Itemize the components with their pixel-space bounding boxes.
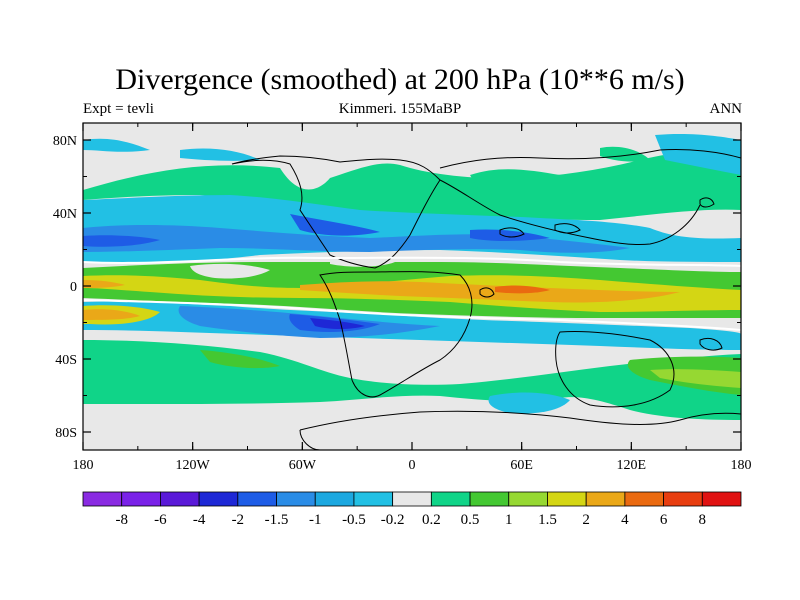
colorbar-label: -6	[154, 512, 167, 528]
colorbar-swatch	[237, 491, 277, 507]
contour-lines	[83, 256, 741, 331]
map-title: Divergence (smoothed) at 200 hPa (10**6 …	[115, 63, 685, 96]
coastlines	[231, 148, 741, 450]
colorbar-swatch	[121, 491, 161, 507]
contour-north-green-band	[83, 152, 741, 220]
coastline-south-america-africa	[319, 271, 473, 398]
colorbar-label: -2	[232, 512, 245, 528]
colorbar-label: -0.5	[342, 512, 366, 528]
colorbar-label: -0.2	[381, 512, 405, 528]
x-tick-label: 120E	[617, 458, 647, 473]
colorbar-label: 8	[699, 512, 707, 528]
colorbar-swatch	[160, 491, 200, 507]
colorbar-label: 0.2	[422, 512, 441, 528]
colorbar-swatch	[314, 491, 355, 507]
x-tick-label: 0	[409, 458, 416, 473]
y-tick-label: 40S	[55, 353, 77, 368]
colorbar-swatch	[624, 491, 664, 507]
contour-equator-red	[495, 285, 550, 294]
contour-south-pacific-orange	[83, 309, 140, 320]
experiment-label: Expt = tevli	[83, 101, 154, 117]
contour-south-yellowgreen	[650, 369, 741, 388]
colorbar-swatch	[663, 491, 703, 507]
y-axis: 80N 40N 0 40S 80S	[53, 134, 741, 441]
coastline-north-america	[231, 155, 441, 269]
colorbar-swatch	[547, 491, 587, 507]
colorbar-swatch	[430, 491, 471, 507]
contour-southern-ocean-cyan	[488, 392, 570, 414]
colorbar-swatch	[392, 491, 432, 507]
x-tick-label: 60W	[289, 458, 317, 473]
y-tick-label: 80N	[53, 134, 77, 149]
contour-north-core	[83, 214, 550, 247]
y-tick-label: 80S	[55, 426, 77, 441]
colorbar-label: 2	[582, 512, 590, 528]
contour-north-deep-blue	[83, 225, 630, 253]
contour-arctic-green	[470, 146, 650, 200]
contour-equator-orange	[83, 280, 680, 303]
colorbar-swatch	[198, 491, 239, 507]
colorbar-label: -1.5	[265, 512, 289, 528]
colorbar-swatch	[276, 491, 316, 507]
colorbar-swatch	[469, 491, 510, 507]
colorbar: -8 -6 -4 -2 -1.5 -1 -0.5 -0.2 0.2 0.5 1 1.5 2 4 6 8	[82, 491, 742, 528]
colorbar-label: 0.5	[461, 512, 480, 528]
colorbar-label: 6	[660, 512, 668, 528]
colorbar-swatch	[701, 491, 742, 507]
colorbar-swatch	[82, 491, 123, 507]
zero-contour-north	[83, 256, 741, 267]
colorbar-label: -1	[309, 512, 322, 528]
x-tick-label: 180	[731, 458, 752, 473]
coastline-islands	[479, 197, 723, 351]
colorbar-label: 1.5	[538, 512, 557, 528]
colorbar-label: 4	[621, 512, 629, 528]
x-tick-label: 120W	[176, 458, 211, 473]
colorbar-label: -4	[193, 512, 206, 528]
colorbar-swatch	[508, 491, 548, 507]
coastline-gondwana-east	[555, 330, 675, 408]
zero-contour-south	[83, 299, 741, 331]
colorbar-label: -8	[115, 512, 128, 528]
contour-equator-gap	[190, 255, 395, 279]
coastline-eurasia	[439, 148, 741, 245]
season-label: ANN	[709, 101, 743, 117]
x-tick-label: 60E	[510, 458, 533, 473]
x-axis: 180 120W 60W 0 60E 120E 180	[73, 123, 752, 473]
x-tick-label: 180	[73, 458, 94, 473]
colorbar-swatch	[585, 491, 626, 507]
period-label: Kimmeri. 155MaBP	[338, 101, 462, 117]
contour-arctic-cyan	[83, 133, 741, 175]
y-tick-label: 0	[70, 280, 77, 295]
colorbar-label: 1	[505, 512, 513, 528]
colorbar-swatch	[353, 491, 394, 507]
y-tick-label: 40N	[53, 207, 77, 222]
divergence-field	[83, 123, 741, 450]
contour-south-core	[310, 318, 365, 329]
